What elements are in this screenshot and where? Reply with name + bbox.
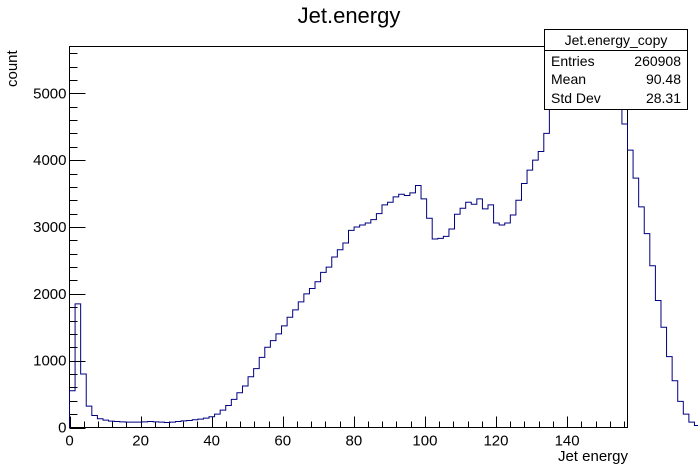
- chart-title: Jet.energy: [298, 3, 401, 28]
- stats-entries-label: Entries: [551, 53, 595, 69]
- x-tick-label: 100: [412, 433, 437, 450]
- x-tick-label: 120: [483, 433, 508, 450]
- stats-mean-label: Mean: [551, 71, 586, 87]
- y-axis-title: count: [4, 49, 21, 87]
- stats-box-title: Jet.energy_copy: [565, 32, 668, 48]
- y-tick-label: 0: [58, 420, 66, 437]
- y-tick-label: 3000: [33, 219, 66, 236]
- y-tick-label: 1000: [33, 353, 66, 370]
- plot-frame: [69, 46, 628, 428]
- stats-entries-value: 260908: [634, 53, 681, 69]
- y-tick-label: 5000: [33, 85, 66, 102]
- x-axis-title: Jet energy: [558, 448, 629, 465]
- x-tick-label: 60: [274, 433, 291, 450]
- y-tick-label: 4000: [33, 152, 66, 169]
- x-tick-label: 20: [132, 433, 149, 450]
- x-tick-label: 140: [555, 433, 580, 450]
- stats-mean-value: 90.48: [646, 71, 681, 87]
- axis-tick-labels: 0 20 40 60 80 100 120 140 0 1000 2000 3000 4000 5000: [33, 85, 579, 449]
- x-tick-label: 80: [345, 433, 362, 450]
- stats-box-frame: [544, 29, 688, 110]
- x-tick-label: 40: [203, 433, 220, 450]
- x-tick-label: 0: [65, 433, 73, 450]
- stats-stddev-label: Std Dev: [551, 90, 601, 106]
- y-tick-label: 2000: [33, 286, 66, 303]
- axis-ticks: [69, 53, 625, 429]
- stats-box: Jet.energy_copy Entries 260908 Mean 90.4…: [544, 29, 688, 110]
- stats-stddev-value: 28.31: [646, 90, 681, 106]
